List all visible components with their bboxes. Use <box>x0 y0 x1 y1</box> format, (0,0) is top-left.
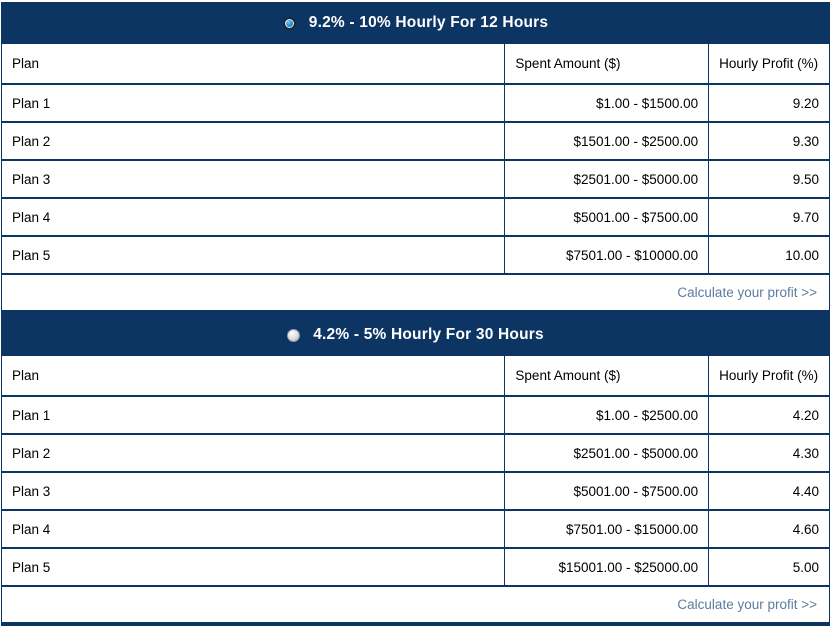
plan-name-cell: Plan 2 <box>1 122 505 161</box>
plan-name-cell: Plan 5 <box>1 548 505 587</box>
hourly-profit-cell: 5.00 <box>708 548 830 587</box>
column-header-spent-amount: Spent Amount ($) <box>504 44 709 85</box>
plan-2-radio-button[interactable] <box>287 328 301 342</box>
spent-amount-cell: $7501.00 - $15000.00 <box>504 510 709 549</box>
hourly-profit-cell: 9.20 <box>708 84 830 123</box>
table-footer-row: Calculate your profit >> <box>2 274 830 312</box>
column-header-hourly-profit: Hourly Profit (%) <box>708 44 830 85</box>
table-row: Plan 3 $2501.00 - $5000.00 9.50 <box>1 160 830 199</box>
radio-dot-icon <box>285 19 293 27</box>
plan-1-title: 9.2% - 10% Hourly For 12 Hours <box>308 14 549 31</box>
spent-amount-cell: $1.00 - $2500.00 <box>504 396 709 435</box>
table-row: Plan 3 $5001.00 - $7500.00 4.40 <box>1 472 830 511</box>
calculate-profit-link-2[interactable]: Calculate your profit >> <box>677 597 817 612</box>
calculate-profit-link-1[interactable]: Calculate your profit >> <box>677 285 817 300</box>
table-row: Plan 1 $1.00 - $2500.00 4.20 <box>1 396 830 435</box>
plan-name-cell: Plan 2 <box>1 434 505 473</box>
plan-1-radio-button[interactable] <box>282 16 296 30</box>
column-header-plan: Plan <box>1 356 505 397</box>
column-header-plan: Plan <box>1 44 505 85</box>
spent-amount-cell: $15001.00 - $25000.00 <box>504 548 709 587</box>
plan-1-title-bar: 9.2% - 10% Hourly For 12 Hours <box>1 2 830 44</box>
plan-name-cell: Plan 4 <box>1 510 505 549</box>
plan-panel-1: 9.2% - 10% Hourly For 12 Hours Plan Spen… <box>1 2 830 314</box>
table-row: Plan 4 $7501.00 - $15000.00 4.60 <box>1 510 830 549</box>
table-footer-row: Calculate your profit >> <box>2 586 830 624</box>
plan-2-title: 4.2% - 5% Hourly For 30 Hours <box>313 326 544 343</box>
spent-amount-cell: $1501.00 - $2500.00 <box>504 122 709 161</box>
plan-name-cell: Plan 1 <box>1 84 505 123</box>
table-header-row: Plan Spent Amount ($) Hourly Profit (%) <box>1 44 830 85</box>
hourly-profit-cell: 4.40 <box>708 472 830 511</box>
hourly-profit-cell: 4.30 <box>708 434 830 473</box>
table-row: Plan 2 $2501.00 - $5000.00 4.30 <box>1 434 830 473</box>
plan-name-cell: Plan 4 <box>1 198 505 237</box>
hourly-profit-cell: 4.20 <box>708 396 830 435</box>
calculate-profit-cell: Calculate your profit >> <box>2 586 830 624</box>
plan-name-cell: Plan 3 <box>1 472 505 511</box>
spent-amount-cell: $7501.00 - $10000.00 <box>504 236 709 275</box>
plan-1-table: Plan Spent Amount ($) Hourly Profit (%) … <box>1 44 830 314</box>
plan-name-cell: Plan 3 <box>1 160 505 199</box>
column-header-hourly-profit: Hourly Profit (%) <box>708 356 830 397</box>
table-header-row: Plan Spent Amount ($) Hourly Profit (%) <box>1 356 830 397</box>
spent-amount-cell: $5001.00 - $7500.00 <box>504 472 709 511</box>
spent-amount-cell: $2501.00 - $5000.00 <box>504 160 709 199</box>
calculate-profit-cell: Calculate your profit >> <box>2 274 830 312</box>
plan-2-title-bar: 4.2% - 5% Hourly For 30 Hours <box>1 314 830 356</box>
table-row: Plan 1 $1.00 - $1500.00 9.20 <box>1 84 830 123</box>
hourly-profit-cell: 10.00 <box>708 236 830 275</box>
plan-2-table: Plan Spent Amount ($) Hourly Profit (%) … <box>1 356 830 626</box>
plan-name-cell: Plan 5 <box>1 236 505 275</box>
spent-amount-cell: $5001.00 - $7500.00 <box>504 198 709 237</box>
plan-panel-2: 4.2% - 5% Hourly For 30 Hours Plan Spent… <box>1 314 830 626</box>
table-row: Plan 5 $7501.00 - $10000.00 10.00 <box>1 236 830 275</box>
table-row: Plan 5 $15001.00 - $25000.00 5.00 <box>1 548 830 587</box>
table-row: Plan 2 $1501.00 - $2500.00 9.30 <box>1 122 830 161</box>
hourly-profit-cell: 9.50 <box>708 160 830 199</box>
spent-amount-cell: $1.00 - $1500.00 <box>504 84 709 123</box>
hourly-profit-cell: 4.60 <box>708 510 830 549</box>
hourly-profit-cell: 9.70 <box>708 198 830 237</box>
plan-name-cell: Plan 1 <box>1 396 505 435</box>
table-row: Plan 4 $5001.00 - $7500.00 9.70 <box>1 198 830 237</box>
hourly-profit-cell: 9.30 <box>708 122 830 161</box>
column-header-spent-amount: Spent Amount ($) <box>504 356 709 397</box>
spent-amount-cell: $2501.00 - $5000.00 <box>504 434 709 473</box>
